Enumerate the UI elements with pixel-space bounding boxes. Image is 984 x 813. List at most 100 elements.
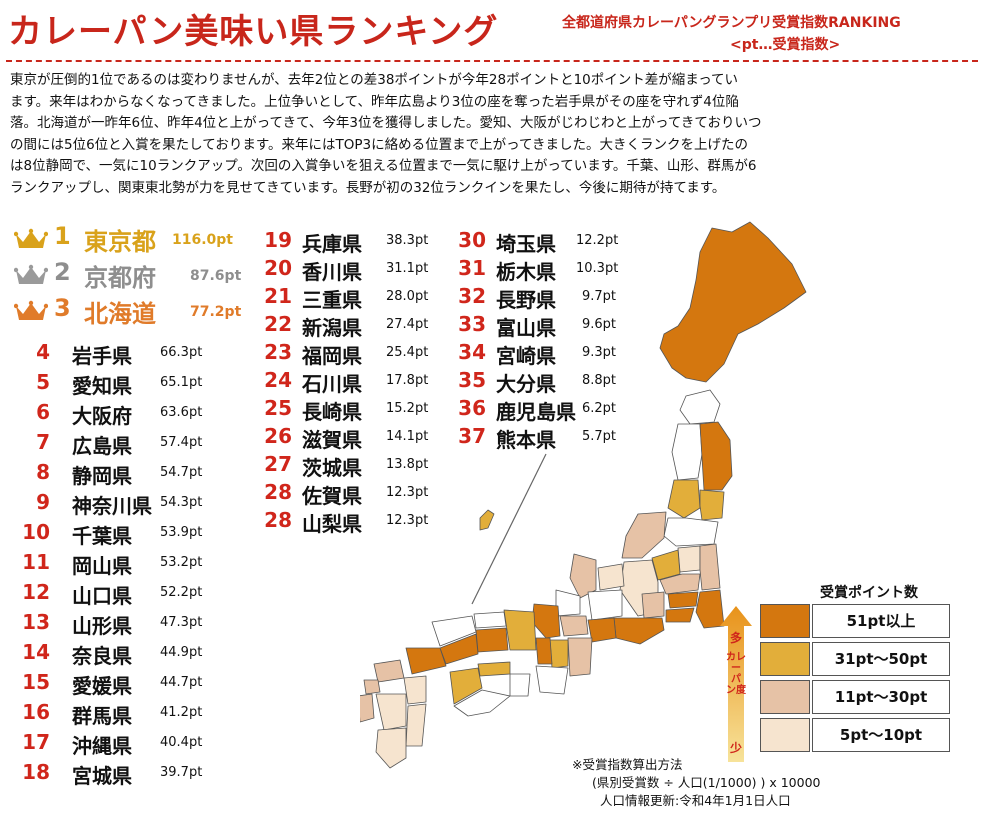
prefecture-name: 山口県 bbox=[72, 584, 132, 608]
prefecture-name: 兵庫県 bbox=[302, 232, 362, 256]
map-region-gunma bbox=[651, 549, 681, 581]
rank-number: 22 bbox=[264, 312, 292, 336]
map-region-fukui bbox=[555, 589, 581, 617]
map-region-aichi bbox=[587, 617, 617, 643]
map-region-kyoto bbox=[531, 603, 561, 639]
legend-label-51plus: 51pt以上 bbox=[812, 604, 950, 638]
map-region-ibaraki bbox=[699, 543, 721, 591]
japan-choropleth-map bbox=[360, 221, 807, 769]
prefecture-points: 6.2pt bbox=[582, 401, 617, 416]
map-region-kagoshima bbox=[375, 727, 407, 769]
rank-number: 7 bbox=[36, 430, 50, 454]
map-region-shiga bbox=[559, 615, 589, 637]
prefecture-name: 山梨県 bbox=[302, 512, 362, 536]
intro-line: 東京が圧倒的1位であるのは変わりませんが、去年2位との差38ポイントが今年28ポ… bbox=[10, 72, 739, 88]
map-region-tokushima bbox=[509, 673, 531, 697]
silver-crown-icon bbox=[14, 264, 48, 284]
prefecture-name: 北海道 bbox=[84, 300, 156, 328]
map-region-hokkaido bbox=[659, 221, 807, 383]
prefecture-points: 31.1pt bbox=[386, 261, 429, 276]
map-region-kochi bbox=[453, 689, 511, 717]
map-region-hyogo bbox=[503, 609, 537, 651]
prefecture-points: 5.7pt bbox=[582, 429, 617, 444]
prefecture-name: 新潟県 bbox=[302, 316, 362, 340]
rank-number: 6 bbox=[36, 400, 50, 424]
rank-number: 14 bbox=[22, 640, 50, 664]
rank-number: 23 bbox=[264, 340, 292, 364]
prefecture-points: 9.7pt bbox=[582, 289, 617, 304]
map-region-saitama bbox=[659, 573, 701, 595]
prefecture-points: 8.8pt bbox=[582, 373, 617, 388]
prefecture-name: 宮城県 bbox=[72, 764, 132, 788]
rank-number: 25 bbox=[264, 396, 292, 420]
rank-number: 4 bbox=[36, 340, 50, 364]
prefecture-name: 埼玉県 bbox=[496, 232, 556, 256]
map-region-miyazaki bbox=[405, 703, 427, 747]
rank-number: 21 bbox=[264, 284, 292, 308]
prefecture-name: 京都府 bbox=[84, 264, 156, 292]
intro-line: 落。北海道が一昨年6位、昨年4位と上がってきて、今年3位を獲得しました。愛知、大… bbox=[10, 115, 762, 131]
prefecture-points: 54.3pt bbox=[160, 495, 203, 510]
legend-swatch-5-10 bbox=[760, 718, 810, 752]
prefecture-name: 富山県 bbox=[496, 316, 556, 340]
map-region-kanagawa bbox=[665, 607, 695, 623]
prefecture-points: 57.4pt bbox=[160, 435, 203, 450]
map-region-tokyo bbox=[667, 591, 699, 609]
intro-line: ランクアップし、関東東北勢が力を見せてきています。長野が初の32位ランクインを果… bbox=[10, 179, 726, 196]
arrow-label-more: 多 bbox=[729, 631, 742, 645]
rank-number: 8 bbox=[36, 460, 50, 484]
arrow-label-curry-degree: カレーパン度 bbox=[726, 652, 746, 696]
rank-number: 30 bbox=[458, 228, 486, 252]
prefecture-name: 佐賀県 bbox=[302, 484, 362, 508]
prefecture-name: 神奈川県 bbox=[72, 494, 152, 518]
prefecture-name: 大阪府 bbox=[72, 404, 132, 428]
rank-number: 13 bbox=[22, 610, 50, 634]
legend-swatch-11-30 bbox=[760, 680, 810, 714]
prefecture-name: 山形県 bbox=[72, 614, 132, 638]
map-region-osaka bbox=[535, 637, 553, 665]
rank-number: 27 bbox=[264, 452, 292, 476]
rank-number: 33 bbox=[458, 312, 486, 336]
rank-number: 32 bbox=[458, 284, 486, 308]
map-region-nagasaki bbox=[360, 693, 375, 723]
prefecture-points: 9.6pt bbox=[582, 317, 617, 332]
page-title: カレーパン美味い県ランキング bbox=[8, 12, 499, 52]
rank-number: 34 bbox=[458, 340, 486, 364]
bronze-crown-icon bbox=[14, 300, 48, 320]
prefecture-name: 三重県 bbox=[302, 288, 362, 312]
population-update-note: 人口情報更新:令和4年1月1日人口 bbox=[600, 793, 791, 808]
map-region-miyagi bbox=[699, 489, 725, 521]
up-arrow-icon bbox=[720, 606, 752, 762]
map-region-nara bbox=[549, 639, 569, 669]
prefecture-name: 奈良県 bbox=[72, 644, 132, 668]
calc-formula: (県別受賞数 ÷ 人口(1/1000) ) x 10000 bbox=[592, 775, 821, 790]
legend-label-11-30: 11pt〜30pt bbox=[812, 680, 950, 714]
map-region-wakayama bbox=[535, 665, 569, 695]
map-region-oita bbox=[403, 675, 427, 705]
prefecture-name: 宮崎県 bbox=[496, 344, 556, 368]
map-region-fukuoka bbox=[373, 659, 405, 683]
rank-number: 10 bbox=[22, 520, 50, 544]
map-region-tottori bbox=[473, 611, 507, 629]
map-region-shizuoka bbox=[613, 617, 665, 645]
rank-number: 15 bbox=[22, 670, 50, 694]
rank-number: 16 bbox=[22, 700, 50, 724]
prefecture-points: 14.1pt bbox=[386, 429, 429, 444]
map-region-okayama bbox=[475, 627, 509, 653]
prefecture-name: 長崎県 bbox=[302, 400, 362, 424]
legend-title: 受賞ポイント数 bbox=[820, 585, 918, 601]
prefecture-points: 12.2pt bbox=[576, 233, 619, 248]
title-divider bbox=[6, 60, 978, 62]
intro-line: の間には5位6位と入賞を果たしております。来年にはTOP3に絡める位置まで上がっ… bbox=[10, 136, 749, 153]
prefecture-name: 福岡県 bbox=[302, 344, 362, 368]
map-region-mie bbox=[567, 637, 593, 677]
rank-number: 24 bbox=[264, 368, 292, 392]
okinawa-inset-line bbox=[471, 453, 547, 605]
map-region-akita bbox=[671, 423, 703, 481]
rank-number: 11 bbox=[22, 550, 50, 574]
rank-number: 28 bbox=[264, 508, 292, 532]
prefecture-name: 栃木県 bbox=[496, 260, 556, 284]
rank-number: 9 bbox=[36, 490, 50, 514]
map-region-yamaguchi bbox=[405, 647, 447, 675]
prefecture-points: 53.2pt bbox=[160, 555, 203, 570]
